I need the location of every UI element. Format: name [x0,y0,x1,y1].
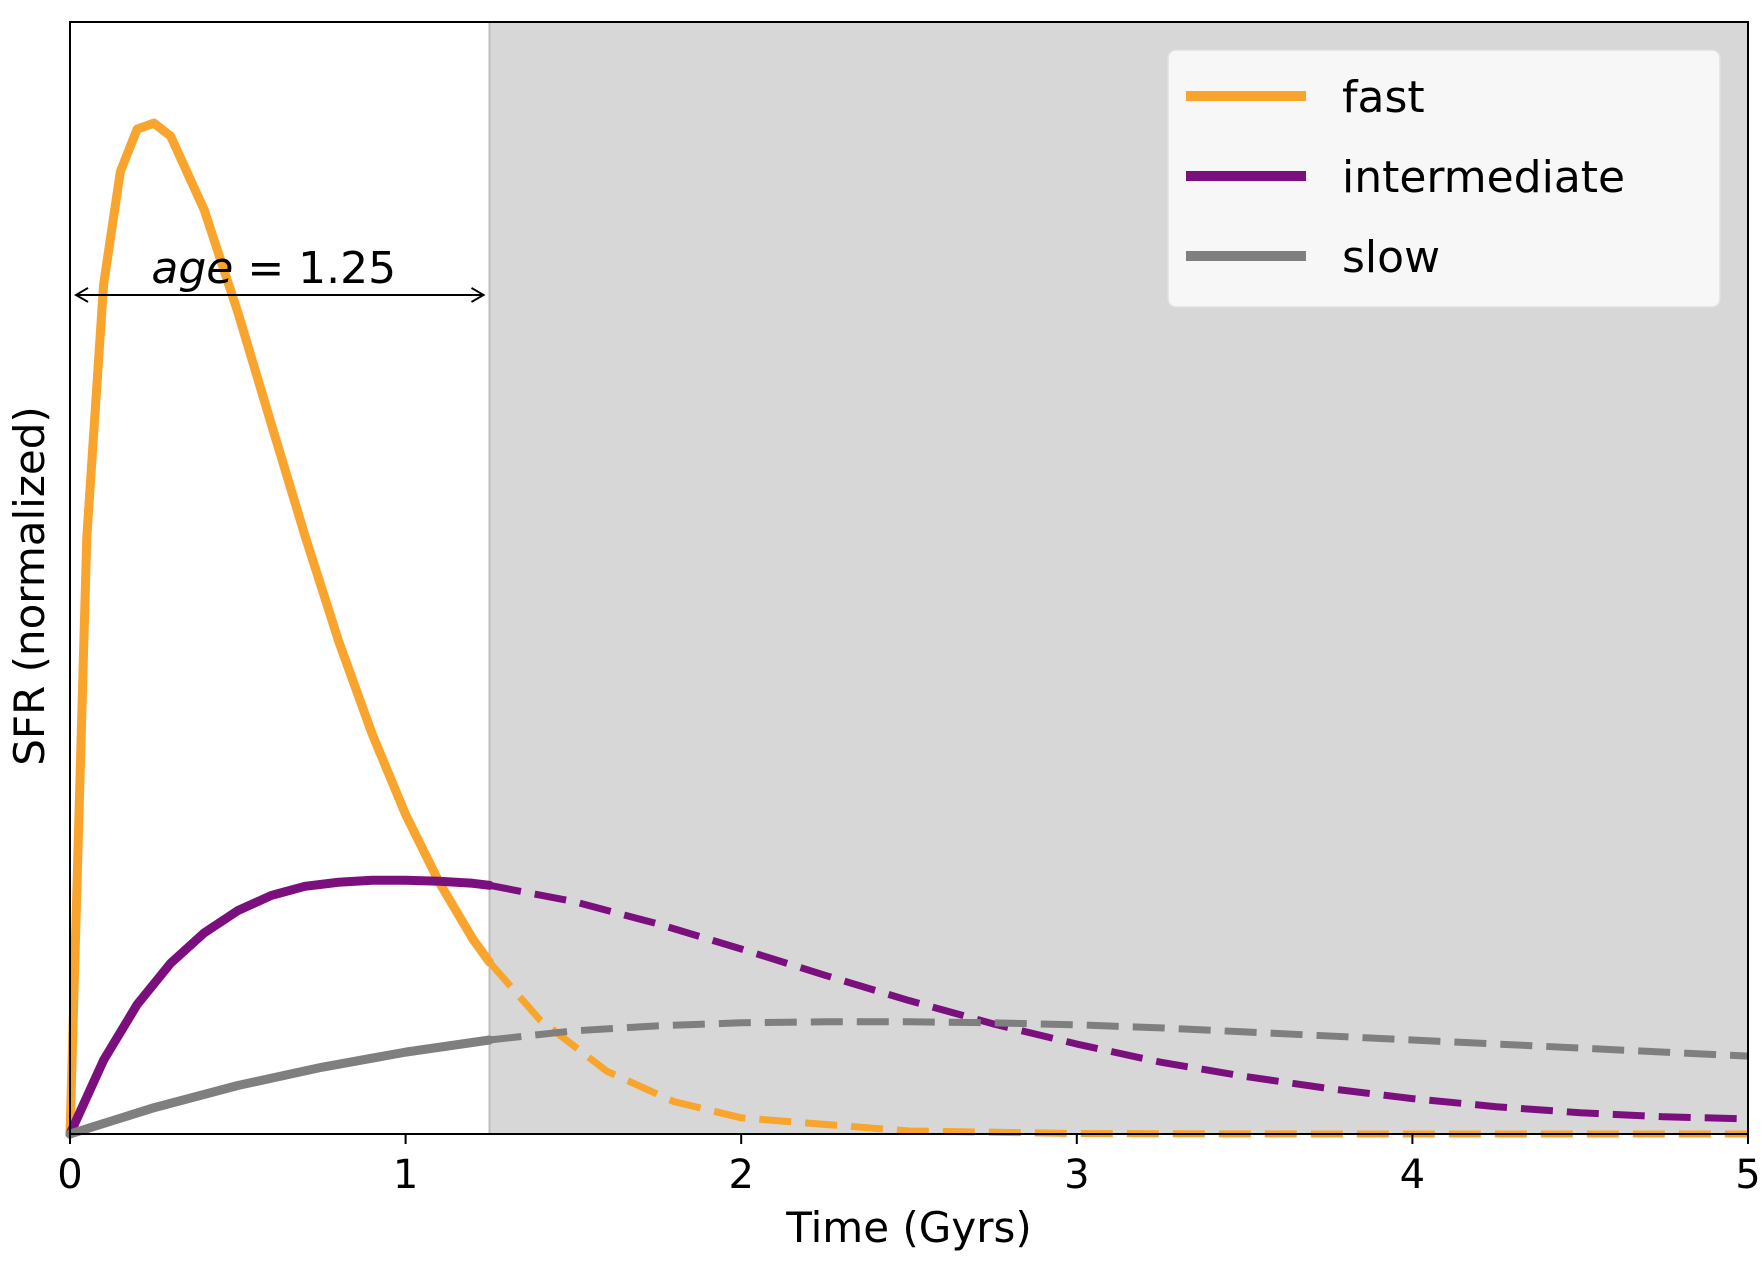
series-fast-observed-line [65,118,494,1139]
age-value: 1.25 [298,243,396,294]
age-variable: age [151,243,233,294]
legend-label-slow: slow [1342,232,1440,283]
legend-item-intermediate: intermediate [1186,152,1625,203]
x-tick-label: 2 [728,1152,753,1198]
legend-item-slow: slow [1186,232,1440,283]
age-equals: = [233,243,298,294]
x-axis-ticks: 0 1 2 3 4 5 [57,1134,1761,1198]
legend-box [1167,49,1721,308]
x-tick-label: 0 [57,1152,82,1198]
x-tick-label: 5 [1735,1152,1760,1198]
x-tick-label: 3 [1064,1152,1089,1198]
x-tick-label: 1 [393,1152,418,1198]
series-slow-observed-line [65,1035,494,1139]
series-intermediate-observed-line [65,875,494,1139]
legend-label-intermediate: intermediate [1342,152,1625,203]
legend: fast intermediate slow [1167,49,1721,308]
legend-item-fast: fast [1186,72,1425,123]
plot-frame [69,21,1749,1135]
arrowhead-right-icon [470,287,486,303]
age-annotation: age = 1.25 [74,243,486,303]
y-axis-label: SFR (normalized) [5,406,54,766]
legend-label-fast: fast [1342,72,1425,123]
x-tick-label: 4 [1400,1152,1425,1198]
series-slow-projected-line [489,1018,1749,1060]
series-intermediate-projected-line [488,881,1749,1123]
legend-items: fast intermediate slow [1186,72,1625,283]
arrowhead-left-icon [74,287,89,303]
series-layer [65,118,1749,1139]
x-axis-label: Time (Gyrs) [785,1203,1031,1252]
age-annotation-text: age = 1.25 [151,243,396,294]
